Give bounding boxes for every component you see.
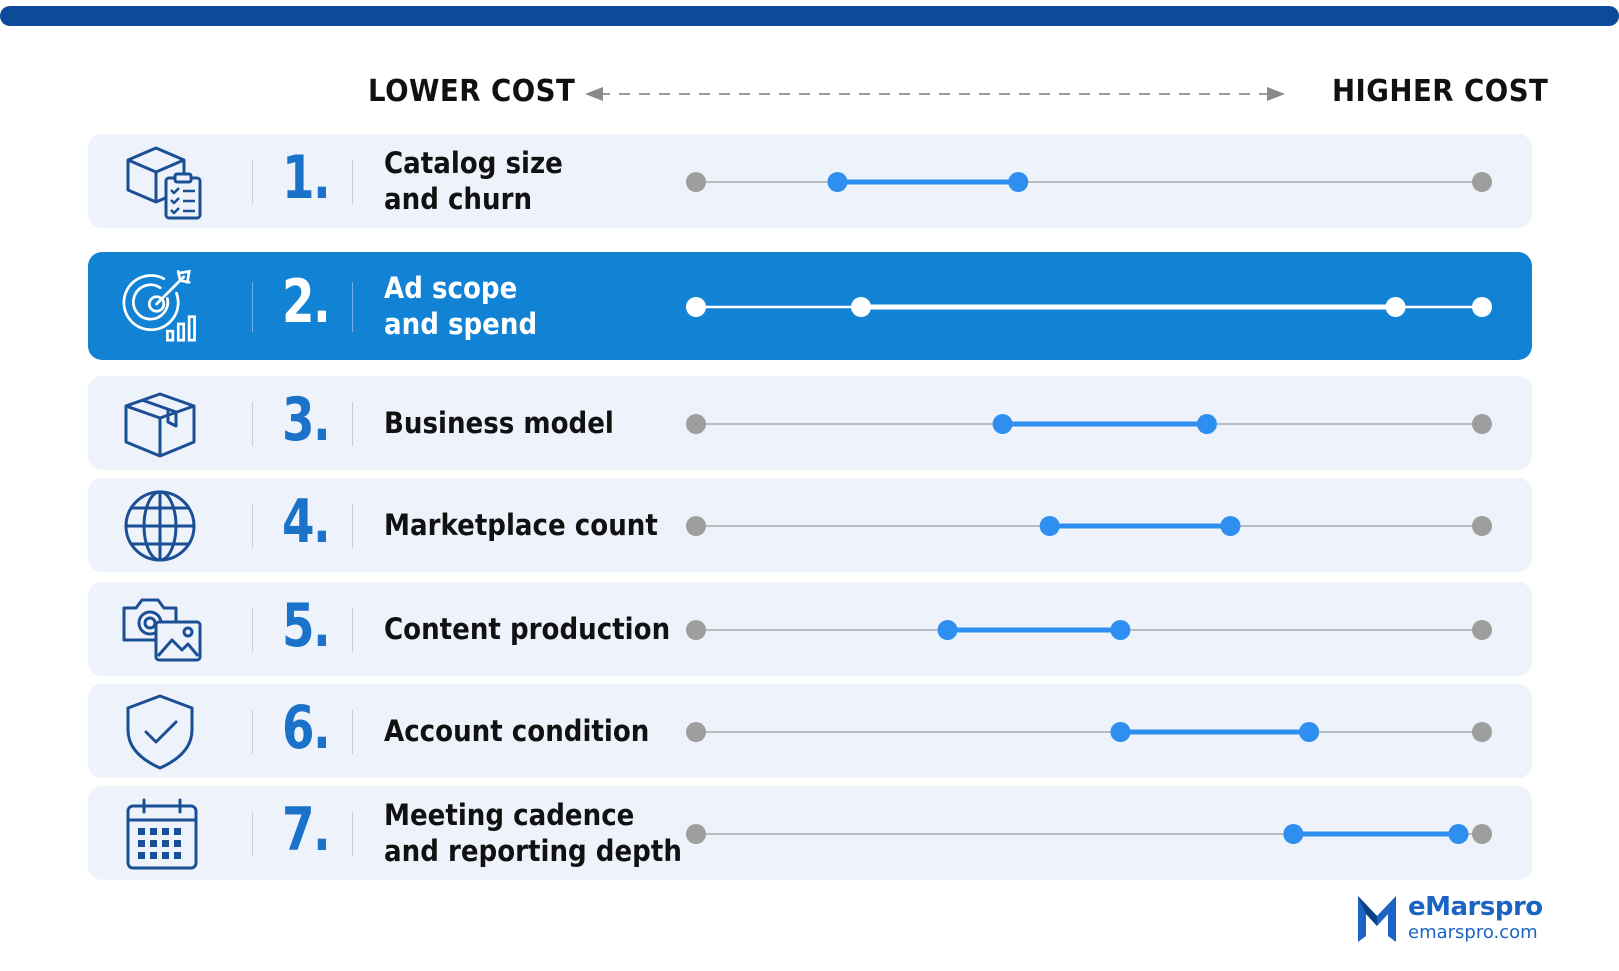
range-start-marker bbox=[937, 620, 958, 640]
cost-range-track bbox=[686, 722, 1492, 742]
factor-number: 2. bbox=[282, 267, 331, 337]
factor-label: Business model bbox=[384, 376, 654, 470]
factor-label-line: Account condition bbox=[384, 714, 650, 748]
range-end-marker bbox=[1008, 172, 1029, 192]
factor-label: Marketplace count bbox=[384, 478, 658, 572]
scale-min-marker bbox=[686, 722, 706, 742]
factor-label-line: Marketplace count bbox=[384, 508, 658, 542]
emarspro-logo: eMarspro emarspro.com bbox=[1356, 890, 1543, 950]
higher-cost-label: HIGHER COST bbox=[1332, 74, 1549, 109]
factor-label-line: Ad scope bbox=[384, 271, 518, 305]
range-start-marker bbox=[827, 172, 848, 192]
scale-max-marker bbox=[1472, 824, 1492, 844]
factor-row-3: 3. Business model bbox=[88, 376, 1532, 470]
factor-row-4: 4. Marketplace count bbox=[88, 478, 1532, 572]
range-end-marker bbox=[1196, 414, 1217, 434]
factor-label: Catalog size and churn bbox=[384, 134, 654, 228]
divider bbox=[352, 160, 353, 204]
scale-max-marker bbox=[1472, 620, 1492, 640]
logo-brand: eMarspro bbox=[1408, 892, 1543, 922]
factor-number: 7. bbox=[282, 795, 331, 865]
scale-min-marker bbox=[686, 620, 706, 640]
divider bbox=[252, 402, 253, 446]
scale-min-marker bbox=[686, 516, 706, 536]
emarspro-logo-icon bbox=[1358, 896, 1396, 942]
divider bbox=[252, 608, 253, 652]
scale-max-marker bbox=[1472, 297, 1492, 317]
factor-label-line: Content production bbox=[384, 612, 671, 646]
factor-row-5: 5. Content production bbox=[88, 582, 1532, 676]
range-end-marker bbox=[1448, 824, 1469, 844]
factor-label-line: Meeting cadence bbox=[384, 798, 635, 832]
logo-url: emarspro.com bbox=[1408, 922, 1538, 943]
scale-min-marker bbox=[686, 824, 706, 844]
range-start-marker bbox=[1110, 722, 1131, 742]
divider bbox=[252, 504, 253, 548]
shield-check-icon bbox=[126, 694, 194, 770]
range-end-marker bbox=[1385, 297, 1406, 317]
factor-number: 6. bbox=[282, 693, 331, 763]
factor-label: Meeting cadence and reporting depth bbox=[384, 786, 682, 880]
target-chart-icon bbox=[122, 269, 196, 342]
top-accent-bar bbox=[0, 6, 1619, 26]
range-start-marker bbox=[1283, 824, 1304, 844]
package-icon bbox=[124, 392, 196, 458]
cost-range-track bbox=[686, 172, 1492, 192]
factor-label-line: Catalog size bbox=[384, 146, 563, 180]
factor-row-2: 2. Ad scope and spend bbox=[88, 252, 1532, 360]
divider bbox=[352, 812, 353, 856]
range-end-marker bbox=[1220, 516, 1241, 536]
factor-label-line: and reporting depth bbox=[384, 834, 682, 868]
factor-row-7: 7. Meeting cadence and reporting depth bbox=[88, 786, 1532, 880]
cost-range-track bbox=[686, 824, 1492, 844]
camera-image-icon bbox=[122, 598, 202, 662]
scale-min-marker bbox=[686, 172, 706, 192]
scale-max-marker bbox=[1472, 172, 1492, 192]
divider bbox=[252, 812, 253, 856]
range-start-marker bbox=[851, 297, 872, 317]
divider bbox=[252, 160, 253, 204]
range-start-marker bbox=[992, 414, 1013, 434]
factor-label: Ad scope and spend bbox=[384, 252, 654, 360]
factor-row-6: 6. Account condition bbox=[88, 684, 1532, 778]
lower-cost-label: LOWER COST bbox=[368, 74, 576, 109]
factor-number: 1. bbox=[282, 143, 331, 213]
divider bbox=[252, 282, 253, 332]
box-checklist-icon bbox=[126, 146, 202, 220]
range-start-marker bbox=[1039, 516, 1060, 536]
scale-max-marker bbox=[1472, 722, 1492, 742]
scale-min-marker bbox=[686, 297, 706, 317]
cost-range-track bbox=[686, 297, 1492, 317]
range-end-marker bbox=[1299, 722, 1320, 742]
divider bbox=[352, 504, 353, 548]
divider bbox=[352, 608, 353, 652]
calendar-icon bbox=[126, 798, 198, 870]
range-end-marker bbox=[1110, 620, 1131, 640]
divider bbox=[252, 710, 253, 754]
scale-max-marker bbox=[1472, 414, 1492, 434]
factor-number: 3. bbox=[282, 385, 331, 455]
factor-label: Account condition bbox=[384, 684, 654, 778]
globe-icon bbox=[124, 490, 196, 562]
divider bbox=[352, 710, 353, 754]
factor-label-line: Business model bbox=[384, 406, 614, 440]
scale-min-marker bbox=[686, 414, 706, 434]
cost-scale-arrow bbox=[585, 87, 1285, 101]
cost-range-track bbox=[686, 516, 1492, 536]
factor-label: Content production bbox=[384, 582, 671, 676]
divider bbox=[352, 402, 353, 446]
factor-number: 4. bbox=[282, 487, 331, 557]
divider bbox=[352, 282, 353, 332]
scale-max-marker bbox=[1472, 516, 1492, 536]
factor-label-line: and spend bbox=[384, 307, 538, 341]
factor-number: 5. bbox=[282, 591, 331, 661]
factor-label-line: and churn bbox=[384, 182, 533, 216]
factor-row-1: 1. Catalog size and churn bbox=[88, 134, 1532, 228]
cost-range-track bbox=[686, 620, 1492, 640]
cost-range-track bbox=[686, 414, 1492, 434]
